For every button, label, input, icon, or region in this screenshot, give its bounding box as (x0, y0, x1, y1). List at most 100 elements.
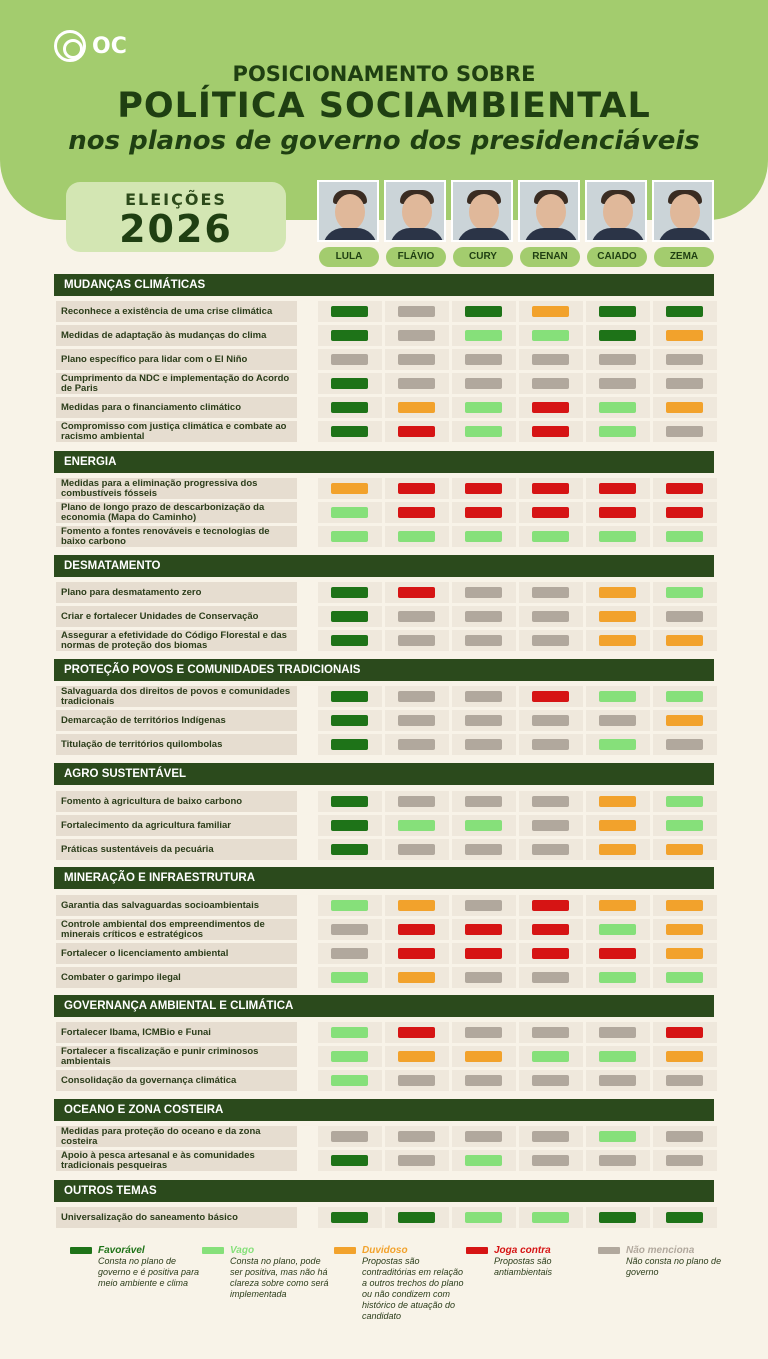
rating-indicator (599, 972, 636, 983)
rating-indicator (532, 1212, 569, 1223)
rating-indicator (599, 715, 636, 726)
rating-indicator (599, 948, 636, 959)
rating-indicator (398, 691, 435, 702)
rating-indicator (465, 587, 502, 598)
rating-cell (385, 526, 449, 547)
rating-cell (586, 791, 650, 812)
rating-indicator (666, 1131, 703, 1142)
rating-cell (318, 791, 382, 812)
rating-indicator (666, 691, 703, 702)
section-header: OCEANO E ZONA COSTEIRA (54, 1099, 714, 1121)
rating-indicator (599, 507, 636, 518)
row-label: Reconhece a existência de uma crise clim… (56, 301, 297, 322)
rating-indicator (599, 378, 636, 389)
candidate-photo (384, 180, 446, 242)
legend-title: Vago (230, 1245, 255, 1256)
row-label: Garantia das salvaguardas socioambientai… (56, 895, 297, 916)
rating-cell (318, 582, 382, 603)
rating-indicator (465, 1051, 502, 1062)
rating-indicator (465, 531, 502, 542)
rating-indicator (666, 715, 703, 726)
rating-indicator (532, 330, 569, 341)
rating-cell (385, 791, 449, 812)
rating-indicator (331, 306, 368, 317)
rating-cell (653, 325, 717, 346)
rating-cell (318, 1207, 382, 1228)
rating-indicator (599, 587, 636, 598)
rating-cell (452, 1207, 516, 1228)
rating-cell (586, 630, 650, 651)
rating-indicator (331, 844, 368, 855)
rating-cell (318, 630, 382, 651)
rating-cell (586, 373, 650, 394)
rating-cell (385, 606, 449, 627)
rating-indicator (532, 1155, 569, 1166)
rating-cell (586, 1046, 650, 1067)
title-line1: POSICIONAMENTO SOBRE (232, 62, 536, 86)
rating-indicator (398, 330, 435, 341)
candidate-name: CAIADO (587, 247, 647, 267)
rating-cell (519, 397, 583, 418)
rating-indicator (599, 691, 636, 702)
legend-item: Vago Consta no plano, pode ser positiva, … (202, 1245, 332, 1300)
rating-cell (586, 943, 650, 964)
section-header: OUTROS TEMAS (54, 1180, 714, 1202)
rating-cell (586, 815, 650, 836)
rating-indicator (331, 900, 368, 911)
rating-indicator (666, 739, 703, 750)
rating-indicator (465, 507, 502, 518)
rating-indicator (398, 972, 435, 983)
rating-cell (385, 478, 449, 499)
rating-cell (653, 895, 717, 916)
rating-cell (385, 582, 449, 603)
rating-cell (385, 421, 449, 442)
rating-indicator (465, 1131, 502, 1142)
rating-indicator (331, 330, 368, 341)
rating-cell (653, 943, 717, 964)
rating-cell (519, 349, 583, 370)
rating-cell (519, 301, 583, 322)
rating-cell (653, 1070, 717, 1091)
rating-cell (519, 734, 583, 755)
rating-cell (318, 606, 382, 627)
rating-indicator (465, 948, 502, 959)
rating-indicator (532, 691, 569, 702)
rating-cell (586, 1150, 650, 1171)
legend-desc: Propostas são antiambientais (494, 1256, 553, 1277)
row-label: Demarcação de territórios Indígenas (56, 710, 297, 731)
avatar (518, 180, 580, 242)
candidate-name: CURY (453, 247, 513, 267)
rating-indicator (331, 635, 368, 646)
rating-cell (519, 373, 583, 394)
rating-indicator (599, 1131, 636, 1142)
rating-indicator (599, 426, 636, 437)
rating-cell (385, 502, 449, 523)
rating-cell (452, 791, 516, 812)
rating-cell (385, 919, 449, 940)
rating-cell (586, 421, 650, 442)
row-label: Criar e fortalecer Unidades de Conservaç… (56, 606, 297, 627)
rating-indicator (532, 715, 569, 726)
rating-indicator (666, 924, 703, 935)
section-header: DESMATAMENTO (54, 555, 714, 577)
avatar (652, 180, 714, 242)
rating-indicator (599, 306, 636, 317)
avatar (317, 180, 379, 242)
row-label: Plano específico para lidar com o El Niñ… (56, 349, 297, 370)
rating-indicator (666, 483, 703, 494)
rating-indicator (666, 820, 703, 831)
row-label: Combater o garimpo ilegal (56, 967, 297, 988)
rating-indicator (532, 1131, 569, 1142)
rating-cell (586, 710, 650, 731)
rating-indicator (532, 1051, 569, 1062)
rating-indicator (465, 820, 502, 831)
section-header: PROTEÇÃO POVOS E COMUNIDADES TRADICIONAI… (54, 659, 714, 681)
rating-cell (385, 1207, 449, 1228)
legend-item: Duvidoso Propostas são contraditórias em … (334, 1245, 464, 1322)
rating-cell (318, 325, 382, 346)
rating-indicator (666, 507, 703, 518)
rating-cell (385, 943, 449, 964)
rating-cell (519, 582, 583, 603)
rating-indicator (532, 531, 569, 542)
row-label: Medidas para o financiamento climático (56, 397, 297, 418)
